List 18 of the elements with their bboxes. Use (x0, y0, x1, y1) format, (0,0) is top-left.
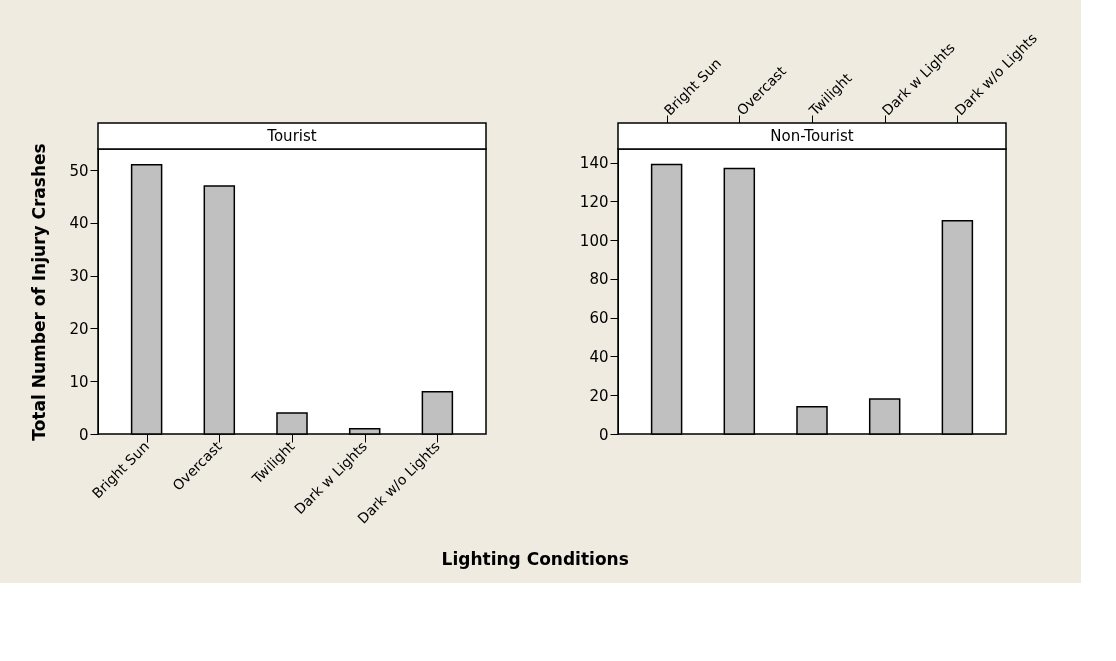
chart-title: Non-Tourist (770, 127, 854, 145)
y-tick-label: 30 (69, 267, 89, 286)
y-tick-label: 0 (598, 425, 609, 444)
y-axis-title: Total Number of Injury Crashes (29, 143, 50, 441)
y-tick-label: 0 (78, 425, 89, 444)
x-axis-title: Lighting Conditions (441, 548, 629, 569)
y-tick-label: 120 (579, 192, 609, 211)
chart-title: Tourist (266, 127, 317, 145)
y-tick-label: 50 (69, 161, 89, 180)
y-tick-label: 60 (589, 309, 609, 328)
y-tick-label: 80 (589, 270, 609, 289)
y-tick-label: 10 (69, 372, 89, 391)
y-tick-label: 20 (69, 319, 89, 338)
y-tick-label: 20 (589, 386, 609, 405)
y-tick-label: 100 (579, 231, 609, 250)
y-tick-label: 40 (589, 347, 609, 366)
y-tick-label: 140 (579, 154, 609, 173)
y-tick-label: 40 (69, 214, 89, 233)
